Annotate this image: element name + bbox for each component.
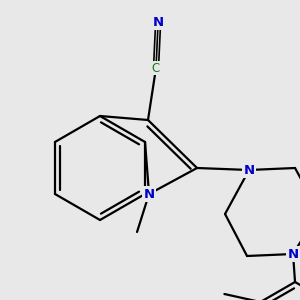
Text: N: N (143, 188, 155, 200)
Text: C: C (152, 61, 160, 74)
Text: N: N (287, 248, 298, 260)
Text: N: N (244, 164, 255, 176)
Text: N: N (152, 16, 164, 28)
